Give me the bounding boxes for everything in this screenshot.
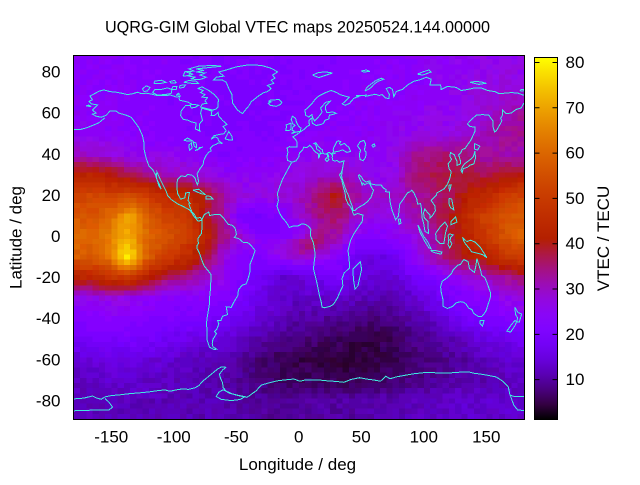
svg-text:40: 40 [566,234,585,253]
svg-text:-150: -150 [94,428,128,447]
svg-text:10: 10 [566,370,585,389]
svg-text:Latitude / deg: Latitude / deg [7,186,26,289]
svg-text:50: 50 [352,428,371,447]
svg-text:-40: -40 [36,309,61,328]
svg-text:60: 60 [42,104,61,123]
svg-text:20: 20 [566,325,585,344]
svg-text:VTEC / TECU: VTEC / TECU [594,186,613,291]
svg-text:0: 0 [294,428,303,447]
svg-text:Longitude / deg: Longitude / deg [239,455,356,474]
svg-text:100: 100 [410,428,438,447]
svg-text:60: 60 [566,144,585,163]
svg-text:150: 150 [472,428,500,447]
svg-text:80: 80 [566,53,585,72]
svg-text:70: 70 [566,98,585,117]
svg-text:-100: -100 [157,428,191,447]
svg-text:-60: -60 [36,350,61,369]
svg-text:30: 30 [566,280,585,299]
svg-text:50: 50 [566,189,585,208]
svg-text:80: 80 [42,63,61,82]
svg-text:20: 20 [42,186,61,205]
svg-text:-50: -50 [224,428,249,447]
svg-text:0: 0 [51,227,60,246]
svg-text:-80: -80 [36,391,61,410]
svg-text:UQRG-GIM Global VTEC maps 2025: UQRG-GIM Global VTEC maps 20250524.144.0… [105,19,490,37]
svg-text:-20: -20 [36,268,61,287]
svg-text:40: 40 [42,145,61,164]
